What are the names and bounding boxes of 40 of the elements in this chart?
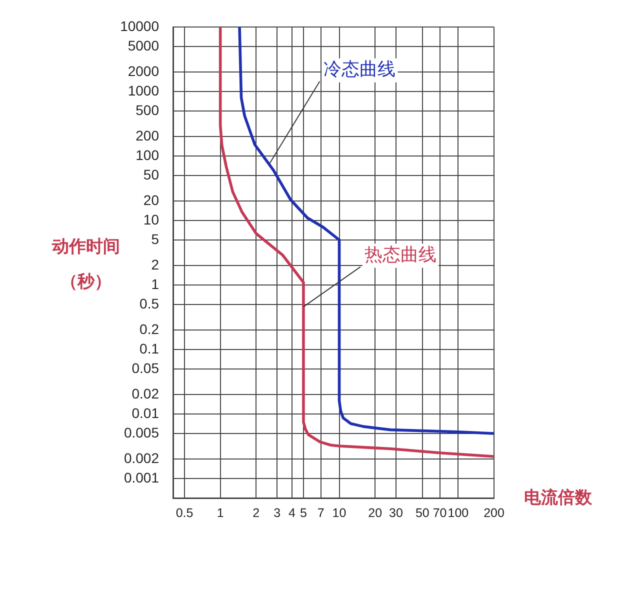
y-tick-label: 10 [143,211,160,228]
y-tick-label: 1 [151,276,160,292]
x-tick-label: 30 [389,506,404,520]
annotation: 热态曲线 [364,244,436,266]
y-tick-label: 50 [143,166,160,182]
y-tick-label: 5 [151,230,160,247]
x-tick-label: 20 [368,506,382,520]
x-tick-label: 1 [216,506,224,520]
y-tick-label: 0.05 [132,360,160,376]
y-axis-title: 动作时间（秒） [50,236,121,294]
y-tick-label: 0.5 [140,295,160,312]
x-tick-label: 70 [432,506,447,520]
x-axis-title: 电流倍数 [523,487,593,510]
y-tick-label: 2 [151,256,160,272]
y-tick-label: 0.2 [140,320,160,337]
y-tick-label: 0.001 [124,469,160,486]
annotation: 冷态曲线 [324,59,396,80]
y-tick-label: 20 [143,192,160,208]
x-tick-label: 200 [484,506,504,520]
y-tick-label: 100 [136,146,160,163]
y-tick-label: 10000 [120,18,160,34]
x-tick-label: 50 [415,506,430,520]
x-tick-label: 10 [332,506,346,520]
x-tick-label: 0.5 [176,506,194,520]
x-tick-label: 3 [274,506,281,520]
y-tick-label: 1000 [128,82,160,98]
x-tick-label: 7 [317,506,324,520]
y-tick-label: 5000 [128,37,160,54]
x-tick-label: 5 [300,506,307,520]
y-tick-label: 0.01 [132,404,160,421]
y-tick-label: 0.02 [132,386,160,402]
y-tick-label: 200 [136,127,160,144]
y-tick-label: 0.002 [124,450,160,466]
y-tick-label: 500 [136,102,160,118]
x-tick-label: 100 [448,506,469,520]
y-tick-label: 0.1 [140,340,160,356]
y-tick-label: 0.005 [124,424,160,440]
y-tick-label: 2000 [128,62,160,79]
x-tick-label: 2 [252,506,260,520]
x-tick-label: 4 [288,506,296,520]
